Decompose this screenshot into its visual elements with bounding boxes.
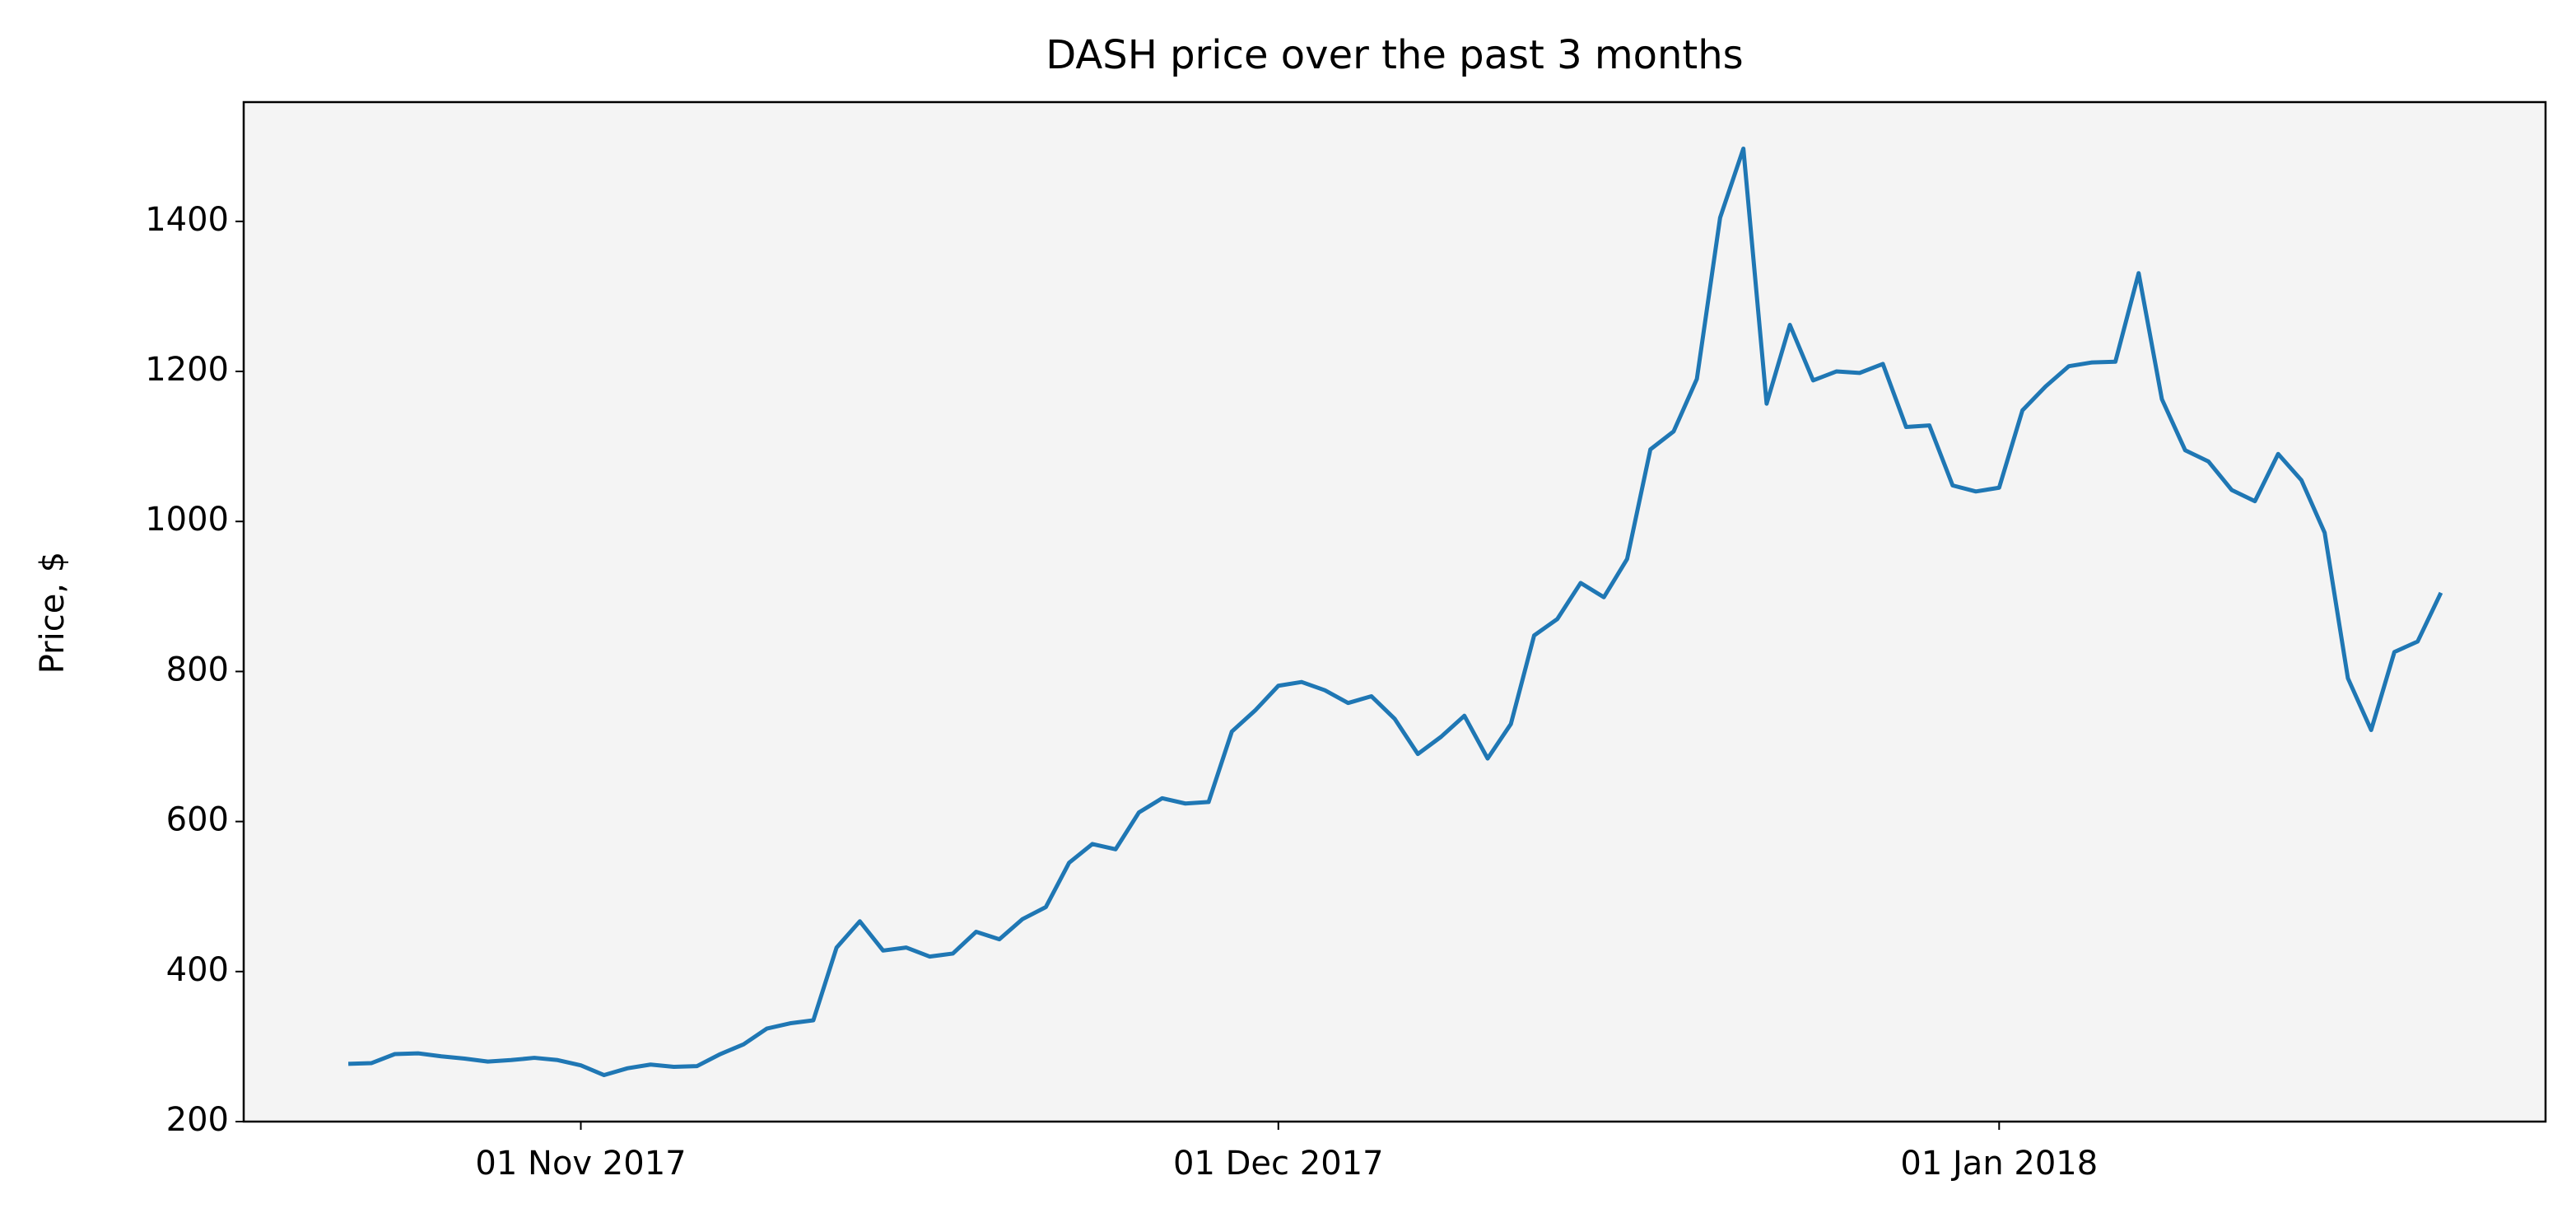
y-tick-label: 1000 [145,501,229,539]
y-tick-label: 800 [166,651,229,688]
chart-title: DASH price over the past 3 months [1046,32,1743,78]
y-tick-label: 600 [166,801,229,839]
y-tick-label: 1400 [145,201,229,239]
y-axis-label: Price, $ [34,552,72,674]
x-tick-label: 01 Dec 2017 [1173,1145,1384,1183]
y-tick-label: 400 [166,951,229,989]
y-tick-label: 200 [166,1101,229,1139]
x-tick-label: 01 Nov 2017 [475,1145,686,1183]
plot-area [244,102,2546,1122]
plot-frame [242,100,2547,1123]
x-tick-label: 01 Jan 2018 [1900,1145,2098,1183]
price-line [348,146,2443,1078]
y-tick-label: 1200 [145,351,229,389]
